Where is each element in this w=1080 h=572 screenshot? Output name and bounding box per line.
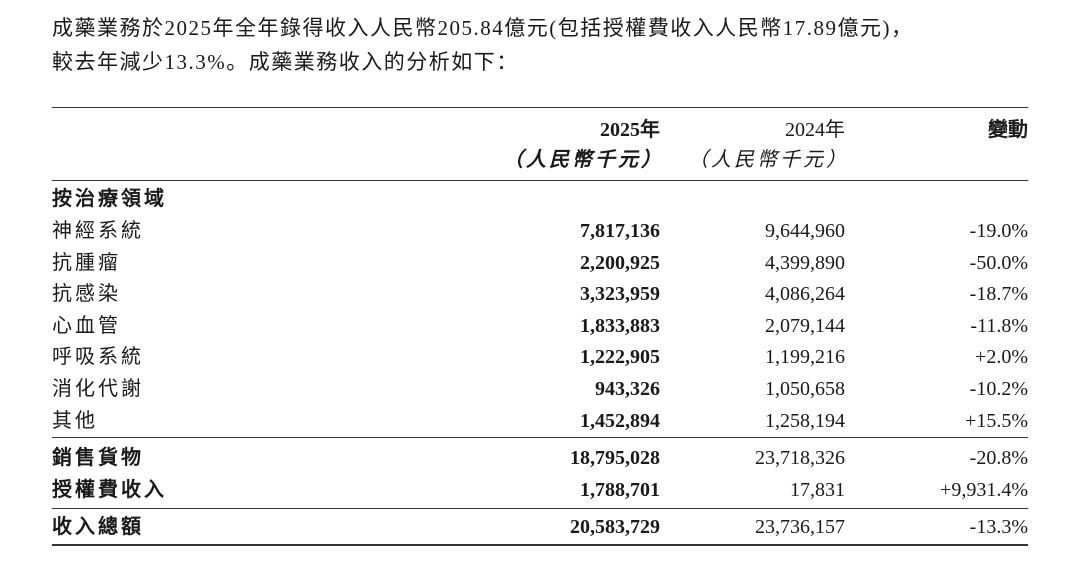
row-label: 其他 xyxy=(52,409,98,432)
row-value: 1,452,894 xyxy=(580,409,660,432)
row-label: 神經系統 xyxy=(52,220,144,242)
row-value: -10.2% xyxy=(969,378,1028,400)
row-value: 7,817,136 xyxy=(580,220,660,242)
row-label: 心血管 xyxy=(52,314,121,337)
column-header: 2025年 xyxy=(600,119,660,141)
row-value: +2.0% xyxy=(975,346,1028,369)
row-label: 抗感染 xyxy=(52,283,121,306)
row-value: 1,222,905 xyxy=(580,346,660,369)
unit-label: （人民幣千元） xyxy=(503,149,664,171)
row-value: 2,200,925 xyxy=(580,251,660,274)
row-value: 3,323,959 xyxy=(580,283,660,306)
row-value: 9,644,960 xyxy=(765,220,845,242)
intro-line: 較去年減少13.3%。成藥業務收入的分析如下： xyxy=(52,50,519,74)
intro-line: 成藥業務於2025年全年錄得收入人民幣205.84億元(包括授權費收入人民幣17… xyxy=(52,16,914,40)
total-label: 收入總額 xyxy=(52,516,144,538)
table-top-rule xyxy=(52,107,1028,108)
row-value: 1,199,216 xyxy=(765,346,845,369)
row-value: -18.7% xyxy=(969,283,1028,306)
subtotal-label: 銷售貨物 xyxy=(52,447,144,469)
column-header: 2024年 xyxy=(785,119,845,141)
row-label: 抗腫瘤 xyxy=(52,251,121,274)
row-value: 1,833,883 xyxy=(580,314,660,337)
subtotal-value: 18,795,028 xyxy=(570,447,660,469)
row-value: 1,258,194 xyxy=(765,409,845,432)
subtotal-value: 1,788,701 xyxy=(580,479,660,501)
subtotal-value: 23,718,326 xyxy=(755,447,845,469)
row-value: -50.0% xyxy=(969,251,1028,274)
row-value: +15.5% xyxy=(965,409,1028,432)
row-value: 4,086,264 xyxy=(765,283,845,306)
subtotal-rule xyxy=(52,508,1028,509)
total-value: 23,736,157 xyxy=(755,516,845,538)
total-value: -13.3% xyxy=(969,516,1028,538)
subtotal-value: -20.8% xyxy=(969,447,1028,469)
subtotal-label: 授權費收入 xyxy=(52,479,167,501)
unit-label: （人民幣千元） xyxy=(688,149,849,171)
row-value: 943,326 xyxy=(595,378,660,400)
column-header: 變動 xyxy=(988,119,1028,141)
row-value: 1,050,658 xyxy=(765,378,845,400)
row-label: 消化代謝 xyxy=(52,378,144,400)
row-value: -19.0% xyxy=(969,220,1028,242)
section-rule xyxy=(52,437,1028,438)
row-value: 4,399,890 xyxy=(765,251,845,274)
header-rule xyxy=(52,180,1028,181)
subtotal-value: +9,931.4% xyxy=(940,479,1028,501)
row-label: 呼吸系統 xyxy=(52,346,144,369)
row-value: 2,079,144 xyxy=(765,314,845,337)
section-label: 按治療領域 xyxy=(52,188,167,210)
total-rule xyxy=(52,544,1028,546)
subtotal-value: 17,831 xyxy=(790,479,845,501)
total-value: 20,583,729 xyxy=(570,516,660,538)
row-value: -11.8% xyxy=(970,314,1028,337)
